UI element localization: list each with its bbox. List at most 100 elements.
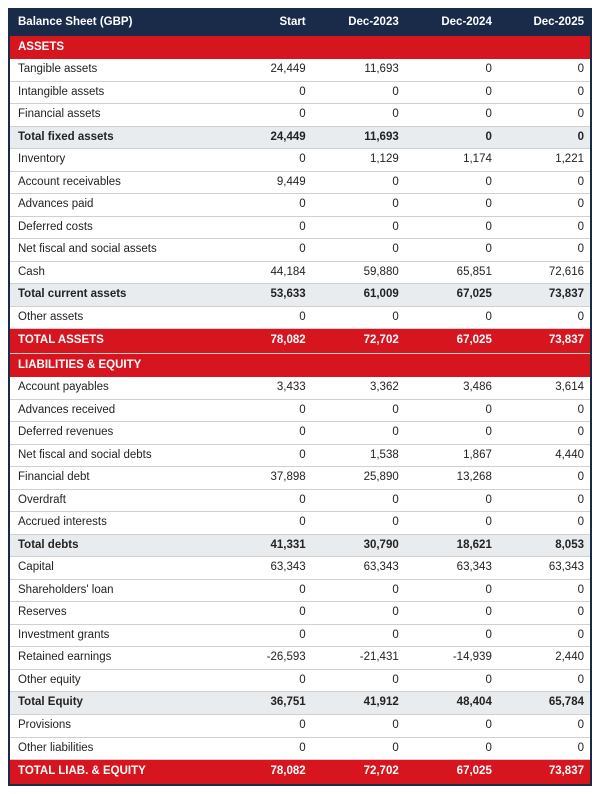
row-value: 2,440 [498,647,591,670]
row-value: 1,221 [498,149,591,172]
row-value: 0 [219,737,312,760]
row-value: 73,837 [498,284,591,307]
row-label: Shareholders' loan [9,579,219,602]
row-value: 72,702 [312,329,405,354]
row-value: 0 [219,422,312,445]
row-value: 36,751 [219,692,312,715]
section-label: LIABILITIES & EQUITY [9,353,591,377]
row-value: 41,912 [312,692,405,715]
row-value: 0 [312,602,405,625]
row-label: Provisions [9,714,219,737]
table-row: Financial debt37,89825,89013,2680 [9,467,591,490]
row-value: 0 [405,306,498,329]
col-header: Dec-2023 [312,9,405,36]
table-row: TOTAL ASSETS78,08272,70267,02573,837 [9,329,591,354]
row-value: 1,867 [405,444,498,467]
row-value: 72,616 [498,261,591,284]
row-value: 0 [405,59,498,81]
row-value: 0 [405,602,498,625]
table-row: Shareholders' loan0000 [9,579,591,602]
row-value: 0 [219,714,312,737]
table-row: Capital63,34363,34363,34363,343 [9,557,591,580]
table-row: Total current assets53,63361,00967,02573… [9,284,591,307]
row-value: 0 [498,714,591,737]
row-value: 63,343 [498,557,591,580]
row-label: Reserves [9,602,219,625]
table-header: Balance Sheet (GBP) Start Dec-2023 Dec-2… [9,9,591,36]
row-value: 0 [405,669,498,692]
col-header: Dec-2025 [498,9,591,36]
row-value: 3,486 [405,377,498,399]
row-value: 0 [405,171,498,194]
row-value: 0 [219,104,312,127]
row-value: 3,433 [219,377,312,399]
row-value: 0 [312,194,405,217]
row-value: 1,174 [405,149,498,172]
row-value: 0 [405,489,498,512]
row-value: 0 [219,194,312,217]
row-label: Total current assets [9,284,219,307]
row-value: 53,633 [219,284,312,307]
row-value: 0 [498,669,591,692]
table-row: Intangible assets0000 [9,81,591,104]
row-label: Advances paid [9,194,219,217]
row-value: 0 [405,714,498,737]
row-value: 37,898 [219,467,312,490]
section-label: ASSETS [9,36,591,60]
row-label: Total Equity [9,692,219,715]
row-label: Deferred costs [9,216,219,239]
row-label: Investment grants [9,624,219,647]
row-value: 0 [405,81,498,104]
row-value: 0 [219,579,312,602]
row-label: Net fiscal and social assets [9,239,219,262]
row-value: 59,880 [312,261,405,284]
col-header: Start [219,9,312,36]
row-value: 0 [312,714,405,737]
row-label: Cash [9,261,219,284]
table-row: Accrued interests0000 [9,512,591,535]
row-value: 0 [219,399,312,422]
balance-sheet-table: Balance Sheet (GBP) Start Dec-2023 Dec-2… [8,8,592,786]
row-label: Accrued interests [9,512,219,535]
row-value: 67,025 [405,760,498,785]
row-value: 4,440 [498,444,591,467]
row-value: 25,890 [312,467,405,490]
row-value: 0 [312,239,405,262]
row-value: 78,082 [219,329,312,354]
row-value: 78,082 [219,760,312,785]
row-value: 0 [312,422,405,445]
row-label: Total fixed assets [9,126,219,149]
row-value: 0 [312,81,405,104]
row-value: 0 [498,104,591,127]
table-row: Other liabilities0000 [9,737,591,760]
row-value: 0 [498,467,591,490]
row-value: 73,837 [498,329,591,354]
row-value: 0 [219,239,312,262]
table-row: Overdraft0000 [9,489,591,512]
row-value: 0 [498,624,591,647]
row-value: -21,431 [312,647,405,670]
row-value: 0 [405,216,498,239]
row-value: 30,790 [312,534,405,557]
row-value: 0 [312,104,405,127]
row-label: Intangible assets [9,81,219,104]
row-value: 1,538 [312,444,405,467]
row-value: 0 [498,194,591,217]
row-value: 0 [219,149,312,172]
row-label: Advances received [9,399,219,422]
table-row: ASSETS [9,36,591,60]
row-value: 63,343 [405,557,498,580]
table-row: Provisions0000 [9,714,591,737]
table-row: Total fixed assets24,44911,69300 [9,126,591,149]
table-row: Inventory01,1291,1741,221 [9,149,591,172]
row-value: 0 [498,399,591,422]
row-value: 0 [219,306,312,329]
row-value: -14,939 [405,647,498,670]
table-row: Cash44,18459,88065,85172,616 [9,261,591,284]
row-label: Other assets [9,306,219,329]
row-value: 24,449 [219,59,312,81]
row-value: 63,343 [312,557,405,580]
row-value: 44,184 [219,261,312,284]
row-value: 0 [498,512,591,535]
table-row: Net fiscal and social debts01,5381,8674,… [9,444,591,467]
